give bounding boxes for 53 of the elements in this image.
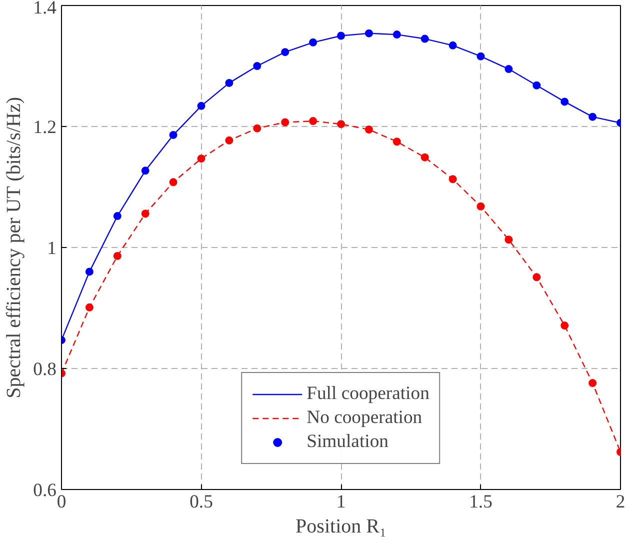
point — [588, 112, 597, 121]
point — [392, 30, 401, 39]
point — [225, 136, 234, 144]
point — [169, 178, 178, 186]
y-tick-label: 1.4 — [33, 0, 58, 18]
point — [560, 98, 569, 106]
point — [141, 210, 150, 218]
y-tick-label: 1.2 — [33, 117, 57, 138]
x-tick-label: 2 — [616, 492, 626, 512]
point — [476, 52, 485, 60]
point — [504, 65, 513, 74]
x-axis-title: Position R₁ — [296, 516, 386, 538]
point — [169, 130, 178, 139]
point — [225, 78, 234, 87]
point — [309, 117, 318, 126]
x-tick-label: 1.5 — [469, 492, 492, 512]
point — [532, 273, 541, 282]
point — [253, 62, 262, 70]
point — [85, 268, 94, 276]
point — [504, 236, 513, 244]
point — [420, 34, 429, 43]
y-tick-label: 0.6 — [33, 480, 57, 501]
x-tick-label: 1 — [336, 492, 346, 512]
point — [141, 166, 150, 175]
point — [281, 48, 290, 56]
x-tick-label: 0.5 — [190, 492, 213, 512]
legend-label: Simulation — [306, 431, 388, 453]
point — [113, 212, 122, 220]
point — [448, 175, 457, 184]
point — [560, 322, 569, 330]
legend-label: Full cooperation — [306, 383, 430, 405]
point — [448, 41, 457, 50]
point — [420, 153, 429, 162]
point — [197, 154, 206, 163]
point — [476, 202, 485, 210]
point — [588, 379, 597, 388]
legend-label: No cooperation — [306, 407, 422, 429]
y-tick-label: 0.8 — [33, 359, 57, 380]
point — [113, 252, 122, 260]
point — [309, 38, 318, 46]
x-tick-label: 0 — [56, 492, 66, 512]
point — [392, 138, 401, 146]
point — [197, 102, 206, 110]
point — [532, 81, 541, 90]
y-axis-title: Spectral efficiency per UT (bits/s/Hz) — [3, 96, 26, 398]
point — [281, 118, 290, 126]
point — [253, 124, 262, 132]
point — [337, 120, 345, 128]
point — [364, 126, 373, 134]
y-tick-label: 1 — [47, 238, 56, 259]
point — [364, 29, 373, 38]
point — [85, 303, 94, 312]
point — [337, 32, 345, 40]
